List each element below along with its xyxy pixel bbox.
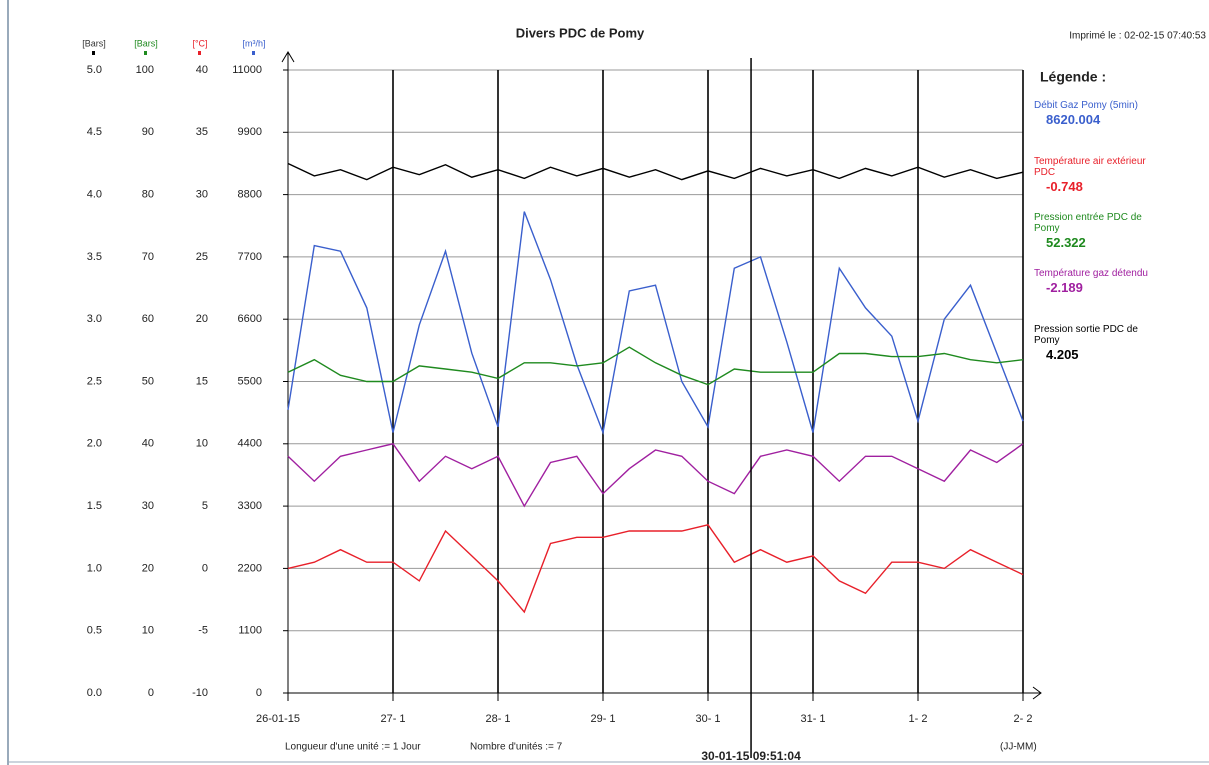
x-format: (JJ-MM) [1000, 742, 1037, 753]
y-tick-label: 10 [196, 438, 208, 450]
series-line [287, 162, 1024, 181]
y-tick-label: 20 [142, 562, 154, 574]
y-tick-label: 0 [202, 562, 208, 574]
unit-length: Longueur d'une unité := 1 Jour [285, 742, 421, 753]
y-tick-label: 3.5 [87, 251, 102, 263]
y-tick-label: 5.0 [87, 64, 102, 76]
y-tick-label: -10 [192, 687, 208, 699]
y-tick-label: 90 [142, 126, 154, 138]
legend-value: 8620.004 [1046, 112, 1101, 127]
cursor-label: 30-01-15 09:51:04 [701, 749, 801, 763]
x-tick-label: 28- 1 [485, 713, 510, 725]
axis-unit-marker [92, 51, 95, 55]
y-tick-label: 30 [142, 500, 154, 512]
legend-value: 4.205 [1046, 347, 1079, 362]
y-tick-label: 4.0 [87, 189, 102, 201]
y-tick-label: 2.0 [87, 438, 102, 450]
series-line [287, 346, 1024, 386]
legend-value: 52.322 [1046, 235, 1086, 250]
y-tick-label: 15 [196, 375, 208, 387]
legend-name: Débit Gaz Pomy (5min) [1034, 100, 1138, 111]
legend-title: Légende : [1040, 69, 1106, 85]
y-tick-label: 1.0 [87, 562, 102, 574]
y-tick-label: 20 [196, 313, 208, 325]
legend-item: Température gaz détendu -2.189 [1034, 268, 1154, 295]
y-tick-label: 5 [202, 500, 208, 512]
legend-item: Débit Gaz Pomy (5min) 8620.004 [1034, 100, 1154, 127]
y-tick-label: 6600 [238, 313, 262, 325]
y-tick-label: 0.5 [87, 625, 102, 637]
legend-name: Pression entrée PDC de Pomy [1034, 212, 1142, 234]
y-tick-label: 4400 [238, 438, 262, 450]
axis-unit-marker [198, 51, 201, 55]
axis-unit-marker [144, 51, 147, 55]
series-line [287, 443, 1024, 508]
legend-name: Température gaz détendu [1034, 268, 1148, 279]
series-line [287, 524, 1024, 614]
y-tick-label: 3300 [238, 500, 262, 512]
x-tick-label: 27- 1 [380, 713, 405, 725]
x-tick-label: 30- 1 [695, 713, 720, 725]
y-tick-label: -5 [198, 625, 208, 637]
y-tick-label: 0.0 [87, 687, 102, 699]
axis-unit-marker [252, 51, 255, 55]
y-tick-label: 2.5 [87, 375, 102, 387]
y-tick-label: 50 [142, 375, 154, 387]
legend-name: Température air extérieur PDC [1034, 156, 1146, 178]
y-tick-label: 35 [196, 126, 208, 138]
y-tick-label: 40 [142, 438, 154, 450]
legend-value: -2.189 [1046, 280, 1083, 295]
y-tick-label: 100 [136, 64, 154, 76]
axis-unit: [Bars] [134, 38, 158, 48]
series-line [287, 211, 1024, 436]
y-tick-label: 30 [196, 189, 208, 201]
legend-item: Température air extérieur PDC -0.748 [1034, 156, 1154, 194]
y-tick-label: 5500 [238, 375, 262, 387]
y-tick-label: 11000 [232, 64, 262, 76]
y-tick-label: 25 [196, 251, 208, 263]
y-tick-label: 0 [148, 687, 154, 699]
x-tick-label: 26-01-15 [256, 713, 300, 725]
unit-count: Nombre d'unités := 7 [470, 742, 563, 753]
x-tick-label: 31- 1 [800, 713, 825, 725]
y-tick-label: 40 [196, 64, 208, 76]
x-tick-label: 29- 1 [590, 713, 615, 725]
x-axis-arrow [1032, 686, 1042, 700]
print-date: Imprimé le : 02-02-15 07:40:53 [1069, 31, 1206, 42]
y-tick-label: 70 [142, 251, 154, 263]
y-tick-label: 10 [142, 625, 154, 637]
axis-unit: [Bars] [82, 38, 106, 48]
legend-item: Pression sortie PDC de Pomy 4.205 [1034, 324, 1154, 362]
legend-value: -0.748 [1046, 179, 1083, 194]
y-tick-label: 3.0 [87, 313, 102, 325]
y-tick-label: 4.5 [87, 126, 102, 138]
y-tick-label: 0 [256, 687, 262, 699]
y-tick-label: 9900 [238, 126, 262, 138]
axis-unit: [m³/h] [242, 38, 265, 48]
legend-name: Pression sortie PDC de Pomy [1034, 324, 1138, 346]
y-tick-label: 1.5 [87, 500, 102, 512]
x-tick-label: 2- 2 [1014, 713, 1033, 725]
y-tick-label: 8800 [238, 189, 262, 201]
y-tick-label: 2200 [238, 562, 262, 574]
y-tick-label: 80 [142, 189, 154, 201]
x-tick-label: 1- 2 [909, 713, 928, 725]
chart-title: Divers PDC de Pomy [516, 25, 645, 40]
y-tick-label: 1100 [238, 625, 262, 637]
y-tick-label: 60 [142, 313, 154, 325]
y-axis-arrow [281, 51, 295, 63]
y-tick-label: 7700 [238, 251, 262, 263]
axis-unit: [°C] [192, 38, 207, 48]
legend-item: Pression entrée PDC de Pomy 52.322 [1034, 212, 1154, 250]
